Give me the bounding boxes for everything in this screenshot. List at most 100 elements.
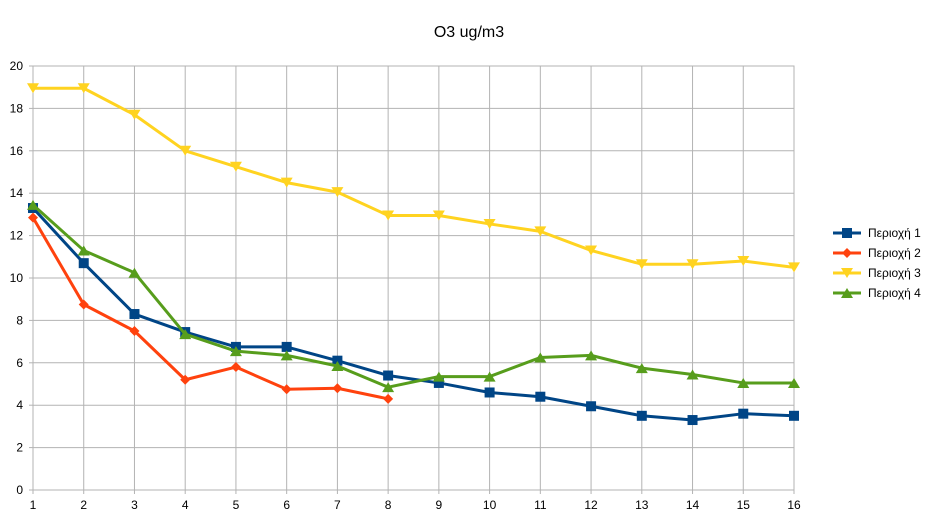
y-tick-label: 18	[10, 101, 24, 115]
grid	[32, 65, 795, 491]
series-4-point	[432, 371, 445, 382]
x-tick-label: 4	[182, 498, 189, 512]
series-2-point	[129, 326, 140, 336]
x-tick-label: 2	[80, 498, 87, 512]
series-1-point	[281, 341, 292, 352]
series-2	[28, 212, 394, 404]
series-2-point	[180, 374, 191, 385]
series-1-point	[738, 408, 749, 419]
series-4-point	[534, 352, 547, 363]
series-3-point	[280, 177, 293, 188]
x-tick-label: 1	[30, 498, 37, 512]
series-3-point	[737, 256, 750, 267]
y-tick-label: 6	[16, 356, 23, 370]
series-4-point	[77, 245, 90, 256]
series-4-point	[27, 199, 39, 210]
y-tick-label: 10	[10, 271, 24, 285]
series-1-point	[433, 377, 444, 388]
series-2-point	[28, 212, 38, 223]
chart-title: O3 ug/m3	[434, 24, 504, 41]
series-1	[28, 203, 799, 426]
series-3-point	[686, 259, 699, 270]
series-4-point	[788, 377, 800, 388]
series-3-point	[331, 187, 344, 198]
x-tick-label: 13	[635, 498, 649, 512]
x-tick-label: 10	[483, 498, 497, 512]
legend-marker	[842, 228, 852, 238]
y-tick-label: 20	[10, 59, 24, 73]
series-4-point	[686, 369, 699, 380]
x-tick-label: 14	[686, 498, 700, 512]
legend: Περιοχή 1 Περιοχή 2 Περιοχή 3 Περιοχή 4	[833, 226, 921, 300]
series-1-point	[586, 401, 597, 412]
x-tick-label: 6	[283, 498, 290, 512]
series-2-point	[383, 393, 394, 404]
series-4-point	[128, 267, 141, 278]
series-3-point	[27, 83, 39, 94]
series-2-line	[31, 216, 389, 401]
series-4	[27, 199, 800, 393]
series-4-point	[585, 350, 598, 361]
series-1-point	[636, 410, 647, 421]
series-4-point	[331, 360, 344, 371]
y-tick-label: 16	[10, 144, 24, 158]
series-3-point	[77, 83, 90, 94]
series-2-point	[78, 299, 89, 310]
series-1-point	[383, 370, 394, 381]
legend-marker	[841, 268, 853, 278]
series-4-point	[635, 363, 648, 374]
series-4-point	[483, 371, 496, 382]
series-1-point	[78, 258, 89, 269]
series-4-point	[179, 329, 192, 340]
legend-label: Περιοχή 1	[868, 226, 921, 240]
series-2-point	[230, 362, 241, 373]
series-1-line	[31, 207, 795, 422]
y-tick-label: 4	[16, 398, 23, 412]
series-3-point	[585, 245, 598, 256]
x-tick-label: 3	[131, 498, 138, 512]
series-1-point	[535, 391, 546, 402]
series-3-point	[432, 210, 445, 221]
series-4-point	[280, 350, 293, 361]
y-tick-label: 12	[10, 229, 24, 243]
x-tick-label: 7	[334, 498, 341, 512]
series-4-point	[382, 382, 395, 393]
y-tick-label: 0	[16, 483, 23, 497]
legend-label: Περιοχή 4	[868, 286, 921, 300]
x-tick-label: 9	[436, 498, 443, 512]
y-tick-label: 8	[16, 313, 23, 327]
y-tick-label: 14	[10, 186, 24, 200]
series-1-point	[789, 410, 799, 421]
x-tick-label: 11	[534, 498, 547, 512]
x-tick-label: 15	[737, 498, 751, 512]
series-4-point	[229, 346, 242, 357]
series-3-line	[33, 86, 795, 269]
legend-item-2: Περιοχή 2	[833, 246, 921, 260]
series-3-point	[382, 210, 395, 221]
series-3-point	[483, 218, 496, 229]
series-1-point	[129, 309, 140, 320]
legend-marker	[842, 248, 852, 258]
series-2-point	[281, 384, 292, 395]
series-1-point	[332, 355, 343, 366]
legend-label: Περιοχή 3	[868, 266, 921, 280]
series-3-point	[635, 259, 648, 270]
legend-item-4: Περιοχή 4	[833, 286, 921, 300]
legend-label: Περιοχή 2	[868, 246, 921, 260]
series-3-point	[788, 262, 800, 273]
series-4-point	[737, 377, 750, 388]
series-3-point	[534, 226, 547, 237]
x-tick-label: 12	[584, 498, 598, 512]
legend-item-1: Περιοχή 1	[833, 226, 921, 240]
legend-item-3: Περιοχή 3	[833, 266, 921, 280]
x-tick-label: 16	[787, 498, 801, 512]
series-1-point	[687, 415, 698, 426]
series-3-point	[229, 161, 242, 172]
series-1-point	[484, 387, 495, 398]
x-tick-label: 8	[385, 498, 392, 512]
series-3	[27, 83, 800, 273]
y-tick-label: 2	[16, 441, 23, 455]
series-4-line	[31, 203, 794, 389]
